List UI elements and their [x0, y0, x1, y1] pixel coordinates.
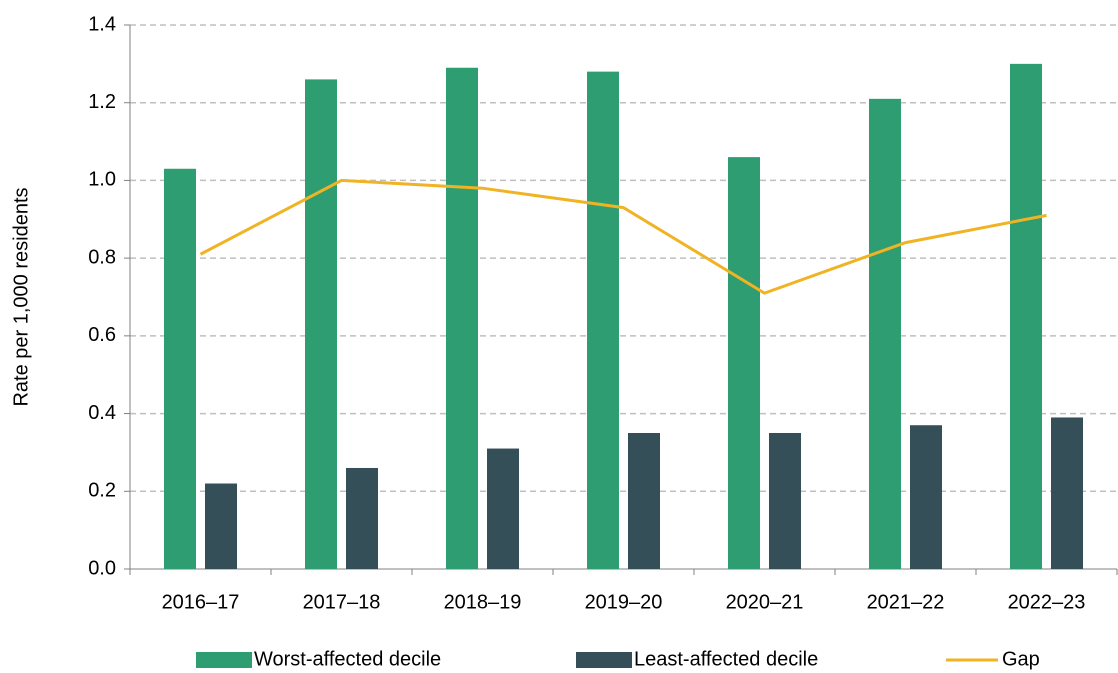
y-tick-label: 0.6	[88, 324, 116, 346]
bar	[769, 433, 801, 569]
bar	[164, 168, 196, 569]
bar	[305, 79, 337, 570]
bar	[587, 71, 619, 569]
bar	[728, 157, 760, 569]
legend-label: Least-affected decile	[634, 648, 818, 670]
x-tick-label: 2021–22	[867, 591, 945, 613]
x-tick-label: 2017–18	[303, 591, 381, 613]
y-tick-label: 1.2	[88, 91, 116, 113]
bar	[487, 448, 519, 569]
bar	[910, 425, 942, 569]
bar	[628, 433, 660, 569]
y-tick-label: 1.4	[88, 13, 116, 35]
x-tick-label: 2020–21	[726, 591, 804, 613]
bar	[346, 467, 378, 569]
bar	[869, 98, 901, 569]
y-tick-label: 1.0	[88, 169, 116, 191]
legend-label: Gap	[1002, 648, 1040, 670]
legend-swatch	[576, 652, 632, 668]
y-tick-label: 0.4	[88, 402, 116, 424]
x-tick-label: 2016–17	[162, 591, 240, 613]
legend-label: Worst-affected decile	[254, 648, 441, 670]
bar	[1010, 63, 1042, 569]
x-tick-label: 2018–19	[444, 591, 522, 613]
y-tick-label: 0.2	[88, 480, 116, 502]
legend-swatch	[196, 652, 252, 668]
x-tick-label: 2022–23	[1008, 591, 1086, 613]
y-tick-label: 0.8	[88, 246, 116, 268]
line	[199, 178, 1047, 295]
x-tick-label: 2019–20	[585, 591, 663, 613]
y-tick-label: 0.0	[88, 557, 116, 579]
bar	[1051, 417, 1083, 569]
bar	[205, 483, 237, 569]
bar	[446, 67, 478, 569]
y-axis-label: Rate per 1,000 residents	[10, 187, 32, 406]
